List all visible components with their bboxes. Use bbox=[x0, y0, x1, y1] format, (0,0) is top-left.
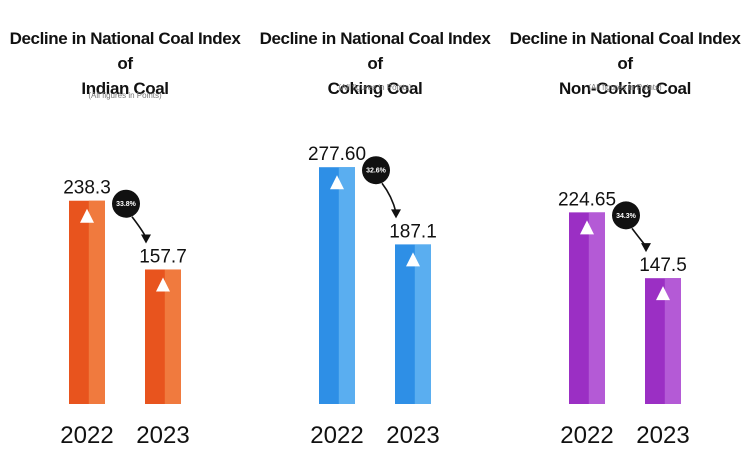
value-label: 238.3 bbox=[63, 178, 111, 199]
up-triangle-icon bbox=[330, 175, 344, 190]
decline-badge bbox=[612, 201, 640, 230]
value-label: 277.60 bbox=[308, 144, 366, 165]
up-triangle-icon bbox=[580, 220, 594, 235]
decline-percent: 33.8% bbox=[116, 201, 137, 208]
bar-chart: 238.3 2022 157.7 2023 33.8% bbox=[60, 178, 189, 449]
chart-subtitle: (All figures in Points) bbox=[588, 83, 662, 92]
year-label: 2022 bbox=[310, 422, 363, 449]
year-label: 2022 bbox=[560, 422, 613, 449]
chart-panel-indian-coal: Decline in National Coal Index of Indian… bbox=[0, 0, 250, 472]
decline-badge bbox=[362, 156, 390, 185]
value-label: 187.1 bbox=[389, 221, 437, 242]
chart-title-line: Decline in National Coal Index of bbox=[259, 29, 491, 73]
bar-highlight bbox=[664, 278, 681, 404]
chart-title: Decline in National Coal Index of Non-Co… bbox=[500, 26, 750, 101]
year-label: 2022 bbox=[60, 422, 113, 449]
chart-subtitle: (All figures in Points) bbox=[88, 91, 162, 100]
arrow-head-icon bbox=[391, 209, 401, 219]
up-triangle-icon bbox=[80, 208, 94, 223]
chart-panel-non-coking-coal: Decline in National Coal Index of Non-Co… bbox=[500, 0, 750, 472]
up-triangle-icon bbox=[406, 252, 420, 267]
chart-panel-coking-coal: Decline in National Coal Index of Coking… bbox=[250, 0, 500, 472]
chart-title-line: Decline in National Coal Index of bbox=[509, 29, 741, 73]
arrow-head-icon bbox=[641, 243, 651, 253]
bar-highlight bbox=[164, 269, 181, 404]
year-label: 2023 bbox=[636, 422, 689, 449]
decline-percent: 32.6% bbox=[366, 168, 387, 175]
decline-arrow bbox=[381, 182, 397, 213]
decline-arrow bbox=[131, 216, 147, 238]
arrow-head-icon bbox=[141, 234, 151, 244]
chart-title: Decline in National Coal Index of Indian… bbox=[0, 26, 250, 101]
bar-chart: 224.65 2022 147.5 2023 34.3% bbox=[558, 189, 690, 449]
decline-percent: 34.3% bbox=[616, 213, 637, 220]
chart-title-line: Coking Coal bbox=[327, 79, 423, 98]
bar-highlight bbox=[338, 167, 355, 404]
chart-title: Decline in National Coal Index of Coking… bbox=[250, 26, 500, 101]
bar-chart: 277.60 2022 187.1 2023 32.6% bbox=[308, 144, 440, 449]
bar-highlight bbox=[414, 244, 431, 404]
up-triangle-icon bbox=[656, 286, 670, 301]
chart-title-line: Non-Coking Coal bbox=[559, 79, 691, 98]
value-label: 157.7 bbox=[139, 246, 187, 267]
decline-badge bbox=[112, 189, 140, 218]
year-label: 2023 bbox=[136, 422, 189, 449]
bar-highlight bbox=[88, 200, 105, 404]
chart-title-line: Indian Coal bbox=[81, 79, 169, 98]
bar-highlight bbox=[588, 212, 605, 404]
up-triangle-icon bbox=[156, 277, 170, 292]
year-label: 2023 bbox=[386, 422, 439, 449]
chart-title-line: Decline in National Coal Index of bbox=[9, 29, 241, 73]
chart-subtitle: (All figures in Points) bbox=[338, 83, 412, 92]
value-label: 224.65 bbox=[558, 189, 616, 210]
value-label: 147.5 bbox=[639, 255, 687, 276]
